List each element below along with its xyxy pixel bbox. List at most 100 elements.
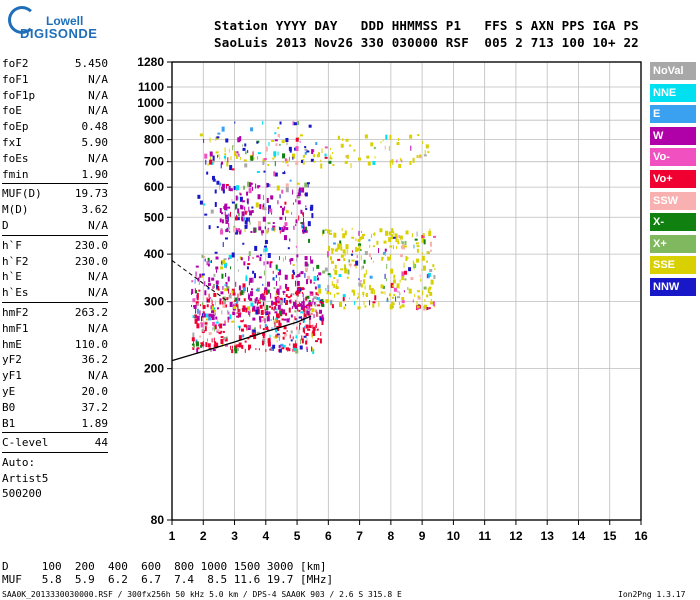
echo-point	[380, 141, 382, 144]
echo-point	[391, 159, 394, 164]
echo-point	[355, 265, 357, 269]
echo-point	[330, 299, 333, 304]
echo-point	[191, 280, 194, 283]
echo-point	[212, 285, 215, 289]
echo-point	[256, 306, 260, 310]
echo-point	[243, 324, 247, 328]
echo-point	[390, 254, 392, 260]
footer-version: Ion2Png 1.3.17	[618, 590, 686, 599]
echo-point	[372, 160, 376, 165]
echo-point	[222, 323, 226, 326]
echo-point	[305, 324, 309, 329]
echo-point	[416, 290, 420, 293]
echo-point	[193, 304, 197, 309]
echo-point	[321, 321, 324, 326]
echo-point	[337, 242, 339, 245]
echo-point	[249, 221, 251, 225]
echo-point	[321, 304, 325, 308]
echo-point	[396, 245, 398, 249]
y-tick-label: 200	[144, 362, 164, 376]
echo-point	[252, 186, 254, 191]
echo-point	[429, 291, 433, 296]
echo-point	[385, 230, 389, 236]
echo-point	[236, 300, 239, 304]
echo-point	[215, 344, 218, 347]
echo-point	[306, 310, 310, 315]
echo-point	[357, 306, 359, 310]
echo-point	[225, 214, 229, 220]
echo-point	[237, 196, 239, 200]
echo-point	[194, 314, 198, 319]
param-name: foF2	[2, 57, 29, 70]
echo-point	[271, 300, 274, 306]
echo-point	[220, 163, 222, 169]
echo-point	[342, 294, 346, 298]
echo-point	[273, 151, 277, 157]
echo-point	[262, 302, 264, 307]
echo-point	[333, 277, 336, 280]
echo-point	[428, 231, 432, 237]
echo-point	[194, 288, 196, 294]
echo-point	[261, 316, 264, 319]
echo-point	[214, 201, 217, 207]
echo-point	[203, 255, 206, 258]
footer-muf-line: MUF 5.8 5.9 6.2 6.7 7.4 8.5 11.6 19.7 [M…	[2, 573, 334, 586]
echo-point	[242, 147, 246, 151]
echo-point	[222, 242, 224, 248]
echo-point	[296, 326, 298, 330]
param-name: fmin	[2, 167, 29, 181]
echo-point	[428, 307, 431, 310]
echo-point	[241, 344, 244, 349]
echo-point	[211, 310, 215, 314]
echo-point	[258, 276, 262, 279]
echo-point	[296, 254, 299, 258]
echo-point	[253, 157, 255, 161]
echo-point	[396, 142, 400, 146]
param-row: foF1p N/A	[2, 88, 108, 104]
param-row: M(D) 3.62	[2, 202, 108, 218]
echo-point	[423, 286, 427, 290]
echo-point	[277, 200, 279, 205]
echo-point	[216, 269, 218, 273]
echo-point	[205, 342, 208, 348]
echo-point	[211, 338, 213, 343]
echo-point	[412, 157, 415, 163]
echo-point	[298, 316, 302, 319]
echo-point	[244, 348, 246, 353]
echo-point	[374, 295, 377, 301]
echo-point	[259, 317, 262, 323]
echo-point	[231, 290, 234, 294]
echo-point	[206, 304, 209, 308]
echo-point	[265, 326, 269, 330]
echo-point	[222, 189, 225, 194]
echo-point	[230, 156, 232, 161]
echo-point	[303, 217, 305, 223]
echo-point	[224, 320, 226, 324]
echo-point	[312, 267, 314, 272]
legend-item: NNW	[650, 277, 696, 296]
echo-point	[264, 308, 266, 314]
echo-point	[202, 311, 205, 315]
echo-point	[192, 346, 195, 350]
x-tick-label: 14	[572, 529, 586, 543]
echo-point	[237, 293, 239, 298]
echo-point	[356, 255, 358, 259]
echo-point	[262, 194, 264, 200]
echo-point	[205, 318, 209, 321]
legend-item: X+	[650, 234, 696, 253]
echo-point	[221, 183, 225, 188]
echo-point	[373, 289, 375, 295]
echo-point	[220, 266, 224, 270]
echo-point	[206, 300, 208, 303]
echo-point	[324, 146, 328, 149]
echo-point	[295, 224, 297, 227]
echo-point	[240, 257, 243, 261]
echo-point	[212, 321, 216, 326]
echo-point	[312, 326, 316, 331]
y-tick-label: 300	[144, 295, 164, 309]
echo-point	[390, 268, 394, 274]
echo-point	[362, 292, 364, 297]
echo-point	[314, 303, 317, 307]
echo-point	[319, 338, 322, 344]
echo-point	[303, 297, 305, 303]
